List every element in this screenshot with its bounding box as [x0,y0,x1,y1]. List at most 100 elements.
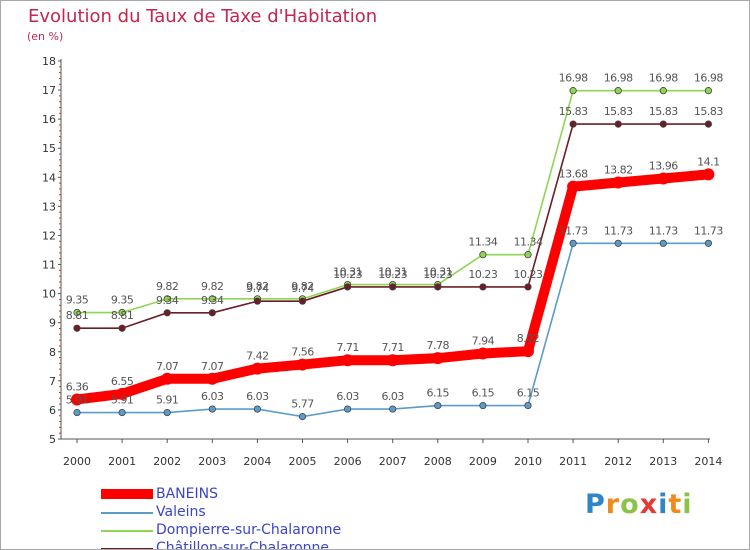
data-point [161,372,174,385]
data-point [71,393,83,406]
data-label: 7.71 [336,341,359,354]
data-point [298,413,307,421]
y-tick-label: 9 [49,317,56,330]
x-tick-label: 2002 [153,455,181,468]
data-point [569,239,577,247]
data-label: 7.78 [427,339,450,352]
x-tick-label: 2009 [469,455,497,468]
data-label: 10.23 [423,268,452,281]
x-tick-label: 2013 [649,455,677,468]
data-label: 9.35 [66,294,89,307]
y-tick-label: 13 [42,200,56,213]
data-point [434,283,442,291]
data-label: 10.23 [514,268,543,281]
data-label: 11.34 [468,236,497,249]
data-point [251,362,264,375]
legend-swatch-valeins [101,512,153,514]
data-point [614,239,622,247]
data-point [206,372,219,385]
x-tick-label: 2012 [604,455,632,468]
logo-letter: x [639,489,659,520]
data-label: 10.31 [333,266,362,279]
data-point [73,408,81,417]
y-tick-label: 17 [42,84,56,97]
data-label: 15.83 [559,105,588,118]
data-label: 6.55 [111,375,134,388]
logo-letter: P [585,489,606,520]
data-label: 7.42 [246,350,269,363]
x-tick-label: 2011 [559,455,587,468]
legend-swatch-chatillon [101,548,153,549]
legend-label-chatillon: Châtillon-sur-Chalaronne [156,540,330,550]
data-label: 7.07 [156,360,179,373]
data-point [163,309,171,317]
x-tick-label: 2010 [514,455,542,468]
data-point [524,401,532,410]
data-label: 15.83 [604,105,633,118]
data-point [163,295,171,303]
data-point [522,345,534,358]
data-label: 15.83 [694,105,723,118]
data-label: 10.23 [378,268,407,281]
x-tick-label: 2007 [379,455,407,468]
data-point [208,295,216,303]
data-point [389,283,397,291]
data-label: 9.35 [111,294,134,307]
logo-letter: t [668,489,683,520]
x-tick-label: 2003 [198,455,226,468]
y-tick-label: 18 [42,55,56,68]
data-point [118,324,126,332]
data-label: 8.81 [66,309,89,322]
data-point [73,324,81,332]
data-point [567,180,580,193]
series-lines [71,87,715,421]
data-label: 16.98 [694,72,723,85]
data-point [208,405,216,413]
data-point [118,408,126,417]
data-point [386,354,399,367]
y-tick-label: 16 [42,113,56,126]
data-label: 6.15 [427,387,450,400]
data-point [704,87,713,95]
data-label: 9.82 [156,280,179,293]
data-label: 9.34 [201,294,224,307]
x-tick-label: 2006 [334,455,362,468]
data-point [253,297,261,305]
y-tick-label: 14 [42,171,56,184]
data-point [524,251,532,259]
data-label: 11.73 [604,224,633,237]
data-label: 6.03 [381,390,404,403]
data-label: 6.03 [336,390,359,403]
data-label: 6.15 [472,387,495,400]
y-tick-label: 8 [49,346,56,359]
data-label: 16.98 [649,72,678,85]
data-point [476,347,489,360]
data-label: 11.73 [694,224,723,237]
y-tick-label: 7 [49,375,56,388]
data-label: 10.31 [423,266,452,279]
data-label: 8.02 [517,332,540,345]
x-tick-label: 2008 [424,455,452,468]
data-point [569,87,577,95]
data-point [659,87,667,95]
data-labels: 6.36 6.55 7.07 7.07 7.42 7.56 7.71 7.71 7.78 7.94… [66,72,724,411]
data-point [569,120,577,128]
x-tick-label: 2005 [289,455,317,468]
proxiti-logo: Proxiti [585,489,693,520]
data-label: 10.23 [333,268,362,281]
data-point [118,308,126,317]
data-point [659,120,667,128]
data-label: 11.73 [649,224,678,237]
chart-title: Evolution du Taux de Taxe d'Habitation [28,6,378,27]
y-tick-label: 6 [49,404,56,417]
data-point [704,120,713,128]
data-point [73,308,81,317]
data-point [479,283,487,291]
data-point [479,401,487,410]
data-point [343,405,352,413]
x-tick-label: 2014 [694,455,722,468]
data-point [434,401,442,410]
data-point [253,405,261,413]
